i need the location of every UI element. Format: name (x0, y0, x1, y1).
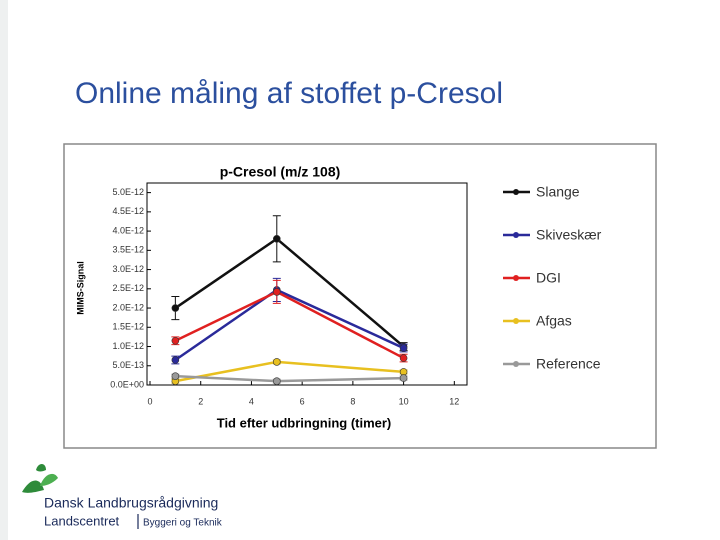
logo: Dansk Landbrugsrådgivning Landscentret B… (22, 464, 223, 529)
y-tick-label: 5.0E-12 (112, 187, 144, 197)
legend-marker (513, 275, 519, 281)
x-axis-label: Tid efter udbringning (timer) (217, 415, 392, 430)
data-point (399, 354, 408, 362)
y-tick-label: 4.0E-12 (112, 225, 144, 235)
logo-leaf (36, 464, 46, 472)
data-point (272, 234, 281, 243)
x-tick-label: 12 (449, 396, 459, 406)
chart-title: p-Cresol (m/z 108) (220, 164, 341, 180)
legend-marker (513, 361, 519, 367)
legend-label: Skiveskær (536, 227, 602, 243)
data-point (171, 356, 180, 364)
data-point (171, 336, 180, 345)
y-tick-label: 0.0E+00 (110, 379, 144, 389)
legend-label: Afgas (536, 313, 572, 329)
logo-unit: Landscentret (44, 513, 120, 528)
data-point (171, 304, 180, 312)
x-tick-label: 2 (198, 396, 203, 406)
data-point (272, 377, 281, 385)
legend-marker (513, 232, 519, 238)
logo-leaf (22, 480, 44, 493)
data-point (272, 288, 281, 296)
x-tick-label: 0 (147, 396, 152, 406)
y-tick-label: 1.0E-12 (112, 341, 144, 351)
x-tick-label: 4 (249, 396, 254, 406)
y-tick-label: 3.0E-12 (112, 264, 144, 274)
chart-frame (63, 143, 657, 449)
side-band (0, 0, 8, 540)
y-tick-label: 1.5E-12 (112, 322, 144, 332)
y-tick-label: 3.5E-12 (112, 245, 144, 255)
data-point (171, 372, 180, 380)
data-point (399, 374, 408, 382)
y-tick-label: 4.5E-12 (112, 206, 144, 216)
y-tick-label: 5.0E-13 (112, 360, 144, 370)
data-point (272, 358, 281, 366)
legend-label: Slange (536, 184, 580, 200)
logo-leaf (40, 473, 58, 486)
x-tick-label: 8 (350, 396, 355, 406)
logo-name: Dansk Landbrugsrådgivning (44, 495, 218, 511)
y-axis-label: MIMS-Signal (75, 261, 85, 315)
y-tick-label: 2.5E-12 (112, 283, 144, 293)
x-tick-label: 6 (300, 396, 305, 406)
logo-department: Byggeri og Teknik (143, 518, 223, 529)
x-tick-label: 10 (399, 396, 409, 406)
data-point (399, 344, 408, 352)
slide-title: Online måling af stoffet p-Cresol (75, 77, 503, 110)
plot-frame (146, 182, 468, 386)
y-tick-label: 2.0E-12 (112, 302, 144, 312)
legend-marker (513, 318, 519, 324)
legend-label: DGI (536, 270, 561, 286)
legend-label: Reference (536, 356, 601, 372)
legend-marker (513, 189, 519, 195)
